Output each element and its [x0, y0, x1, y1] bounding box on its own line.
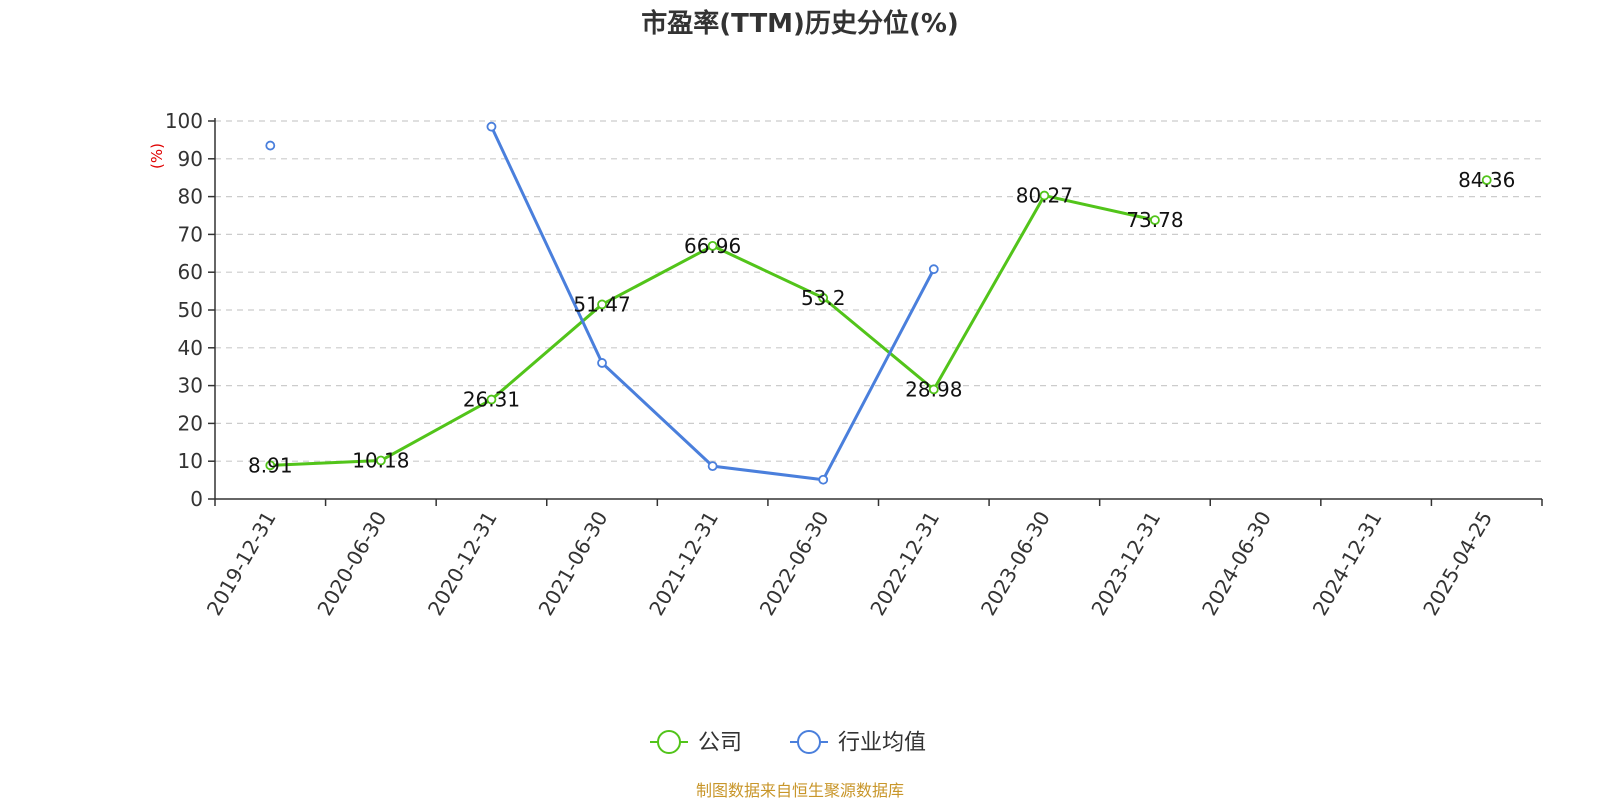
data-label: 53.2: [801, 286, 846, 310]
x-tick-label: 2022-06-30: [755, 507, 834, 620]
y-tick-label: 80: [178, 185, 203, 209]
data-point: [707, 240, 718, 251]
data-label: 51.47: [573, 292, 630, 316]
y-tick-label: 60: [178, 260, 203, 284]
x-tick-label: 2020-12-31: [423, 507, 502, 620]
data-point: [707, 461, 718, 472]
y-tick-label: 40: [178, 336, 203, 360]
chart-title: 市盈率(TTM)历史分位(%): [641, 8, 959, 39]
series-layer: [265, 121, 1492, 485]
x-tick-label: 2024-06-30: [1197, 507, 1276, 620]
data-point: [265, 140, 276, 151]
data-label: 66.96: [684, 234, 741, 258]
data-point: [928, 264, 939, 275]
x-tick-label: 2020-06-30: [312, 507, 391, 620]
y-axis-unit-label: (%): [148, 143, 166, 169]
data-point: [818, 293, 829, 303]
y-tick-label: 50: [178, 298, 203, 322]
legend: 公司 行业均值: [650, 730, 926, 756]
data-point: [265, 460, 276, 471]
y-tick-label: 20: [178, 411, 203, 435]
y-tick-label: 100: [165, 109, 203, 133]
data-point: [1039, 190, 1050, 201]
x-tick-label: 2019-12-31: [202, 507, 281, 620]
data-label: 80.27: [1016, 184, 1073, 208]
data-label: 26.31: [463, 388, 520, 412]
x-tick-label: 2025-04-25: [1418, 507, 1497, 620]
x-tick-label: 2023-12-31: [1086, 507, 1165, 620]
source-note: 制图数据来自恒生聚源数据库: [696, 781, 904, 800]
series-line: [490, 126, 936, 482]
data-label: 10.18: [352, 449, 409, 473]
data-point: [486, 121, 497, 132]
x-tick-label: 2023-06-30: [976, 507, 1055, 620]
x-tick-label: 2024-12-31: [1308, 507, 1387, 620]
grid: [215, 120, 1542, 462]
data-label: 8.91: [248, 453, 293, 477]
data-point: [597, 299, 607, 310]
legend-label: 行业均值: [838, 731, 926, 756]
legend-label: 公司: [698, 731, 742, 756]
data-point: [597, 358, 607, 368]
data-point: [1150, 215, 1160, 226]
data-label: 28.98: [905, 377, 962, 401]
data-point: [375, 455, 386, 466]
data-point: [486, 394, 497, 405]
data-label: 84.36: [1458, 168, 1515, 192]
y-tick-label: 70: [178, 222, 203, 246]
y-tick-label: 30: [178, 374, 203, 398]
legend-marker: [797, 730, 821, 754]
data-point: [928, 384, 939, 395]
y-tick-label: 10: [178, 449, 203, 473]
axes: 0 10 20 30 40 50 60 70 80 90 100 2019-12-31 2020-06-…: [165, 109, 1543, 620]
data-point: [818, 474, 829, 485]
legend-marker: [657, 730, 681, 754]
y-tick-label: 0: [190, 487, 203, 511]
data-labels: 8.91 10.18 26.31 51.47 66.96 53.2 28.98 80.27 73…: [248, 168, 1515, 477]
y-tick-label: 90: [178, 147, 203, 171]
data-label: 73.78: [1126, 208, 1183, 232]
x-tick-label: 2022-12-31: [865, 507, 944, 620]
data-point: [1481, 175, 1492, 186]
x-tick-label: 2021-06-30: [534, 507, 613, 620]
x-tick-label: 2021-12-31: [644, 507, 723, 620]
